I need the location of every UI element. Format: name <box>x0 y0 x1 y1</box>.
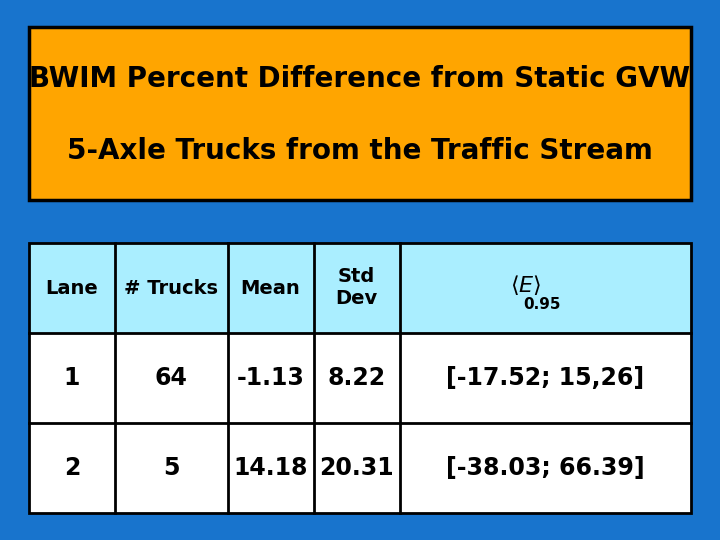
Text: 0.95: 0.95 <box>523 296 561 312</box>
Text: Lane: Lane <box>45 279 98 298</box>
Text: -1.13: -1.13 <box>237 366 305 390</box>
Text: 20.31: 20.31 <box>320 456 394 480</box>
Text: Std
Dev: Std Dev <box>336 267 378 308</box>
Text: 64: 64 <box>155 366 188 390</box>
Text: 14.18: 14.18 <box>233 456 308 480</box>
Text: [-38.03; 66.39]: [-38.03; 66.39] <box>446 456 645 480</box>
Text: BWIM Percent Difference from Static GVW: BWIM Percent Difference from Static GVW <box>30 65 690 93</box>
Text: # Trucks: # Trucks <box>125 279 218 298</box>
Text: 5-Axle Trucks from the Traffic Stream: 5-Axle Trucks from the Traffic Stream <box>67 137 653 165</box>
FancyBboxPatch shape <box>29 243 691 333</box>
FancyBboxPatch shape <box>29 423 691 513</box>
Text: 1: 1 <box>63 366 80 390</box>
Text: [-17.52; 15,26]: [-17.52; 15,26] <box>446 366 644 390</box>
Text: 5: 5 <box>163 456 179 480</box>
FancyBboxPatch shape <box>29 333 691 423</box>
FancyBboxPatch shape <box>29 27 691 200</box>
Text: $\langle E \rangle$: $\langle E \rangle$ <box>510 273 542 298</box>
Text: 2: 2 <box>63 456 80 480</box>
Text: Mean: Mean <box>240 279 300 298</box>
Text: 8.22: 8.22 <box>328 366 386 390</box>
